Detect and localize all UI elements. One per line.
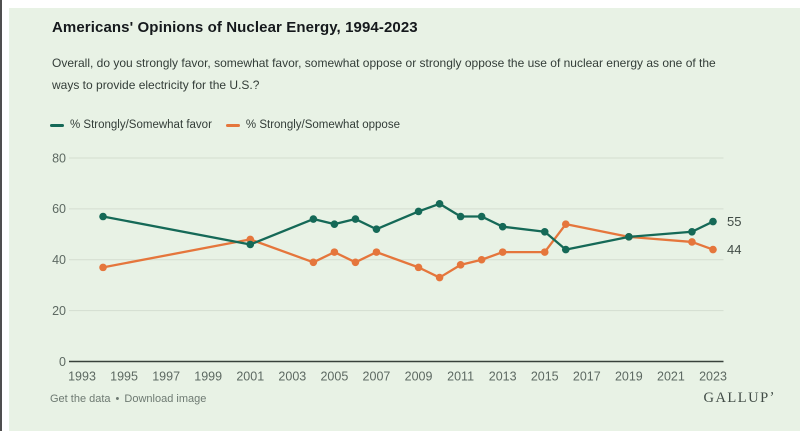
oppose-point-2004[interactable]	[309, 258, 318, 267]
oppose-end-value-label: 44	[727, 242, 741, 257]
get-the-data-link[interactable]: Get the data	[50, 393, 111, 405]
oppose-point-2011[interactable]	[456, 261, 465, 269]
favor-point-2010[interactable]	[435, 199, 444, 208]
oppose-line-swatch-icon	[225, 123, 240, 127]
oppose-point-2006[interactable]	[351, 258, 360, 267]
favor-line	[102, 202, 714, 251]
x-tick-label-2005: 2005	[320, 370, 348, 384]
favor-point-2016[interactable]	[561, 245, 570, 254]
x-tick-label-2023: 2023	[699, 370, 727, 384]
download-image-link[interactable]: Download image	[124, 393, 207, 405]
legend-label-oppose: % Strongly/Somewhat oppose	[245, 119, 400, 131]
legend-item-oppose: % Strongly/Somewhat oppose	[225, 119, 400, 131]
y-tick-label-40: 40	[52, 253, 66, 267]
oppose-point-2009[interactable]	[414, 263, 423, 272]
favor-point-2001[interactable]	[246, 240, 255, 249]
favor-point-1994[interactable]	[99, 212, 107, 221]
favor-point-2011[interactable]	[456, 212, 465, 221]
favor-point-2009[interactable]	[414, 207, 423, 216]
x-tick-label-1999: 1999	[194, 370, 222, 384]
favor-point-2019[interactable]	[625, 233, 633, 241]
oppose-point-2012[interactable]	[477, 255, 486, 264]
oppose-point-2016[interactable]	[561, 220, 570, 228]
x-tick-label-2021: 2021	[657, 370, 685, 384]
x-tick-label-2015: 2015	[531, 370, 559, 384]
legend: % Strongly/Somewhat favor % Strongly/Som…	[50, 119, 400, 131]
survey-question-text: Overall, do you strongly favor, somewhat…	[52, 56, 716, 92]
x-tick-label-2017: 2017	[573, 370, 601, 384]
favor-point-2006[interactable]	[351, 215, 360, 223]
trend-line-chart: 0 20 40 60 80 1993 1995 1997 1999 2001 2003 2005 200…	[52, 151, 741, 384]
favor-end-value-label: 55	[727, 214, 741, 229]
x-tick-label-2007: 2007	[363, 370, 391, 384]
x-tick-label-2001: 2001	[236, 370, 264, 384]
y-tick-label-0: 0	[59, 355, 66, 369]
favor-point-2012[interactable]	[477, 212, 486, 221]
x-tick-label-1995: 1995	[110, 370, 138, 384]
favor-point-2004[interactable]	[309, 215, 318, 223]
x-tick-label-2003: 2003	[278, 370, 306, 384]
oppose-point-2010[interactable]	[435, 273, 444, 282]
x-tick-label-1993: 1993	[68, 370, 96, 384]
legend-item-favor: % Strongly/Somewhat favor	[50, 119, 212, 131]
x-tick-label-2013: 2013	[489, 370, 517, 384]
oppose-point-1994[interactable]	[99, 263, 107, 272]
footer-separator: •	[115, 393, 120, 405]
favor-point-2005[interactable]	[330, 220, 339, 228]
x-tick-label-2019: 2019	[615, 370, 643, 384]
chart-card: Americans' Opinions of Nuclear Energy, 1…	[9, 8, 800, 431]
favor-point-2022[interactable]	[688, 227, 696, 236]
page-title: Americans' Opinions of Nuclear Energy, 1…	[52, 19, 418, 36]
oppose-point-2007[interactable]	[372, 248, 381, 256]
oppose-line	[102, 222, 714, 279]
legend-label-favor: % Strongly/Somewhat favor	[70, 119, 212, 131]
favor-line-swatch-icon	[50, 123, 64, 127]
oppose-point-2023[interactable]	[709, 245, 717, 254]
oppose-point-2022[interactable]	[688, 238, 696, 246]
x-tick-label-1997: 1997	[152, 370, 180, 384]
y-tick-label-80: 80	[52, 151, 66, 165]
favor-point-2015[interactable]	[540, 227, 549, 236]
y-tick-label-20: 20	[52, 304, 66, 318]
oppose-point-2005[interactable]	[330, 248, 339, 256]
oppose-point-2015[interactable]	[540, 248, 549, 256]
x-tick-label-2011: 2011	[447, 370, 474, 384]
footer-actions: Get the data • Download image	[50, 393, 206, 405]
gallup-logo: GALLUPʼ	[703, 390, 776, 406]
favor-point-2023[interactable]	[709, 217, 717, 226]
x-tick-label-2009: 2009	[405, 370, 433, 384]
favor-point-2007[interactable]	[372, 225, 381, 234]
oppose-point-2013[interactable]	[498, 248, 507, 256]
y-tick-label-60: 60	[52, 202, 66, 216]
favor-point-2013[interactable]	[498, 222, 507, 231]
